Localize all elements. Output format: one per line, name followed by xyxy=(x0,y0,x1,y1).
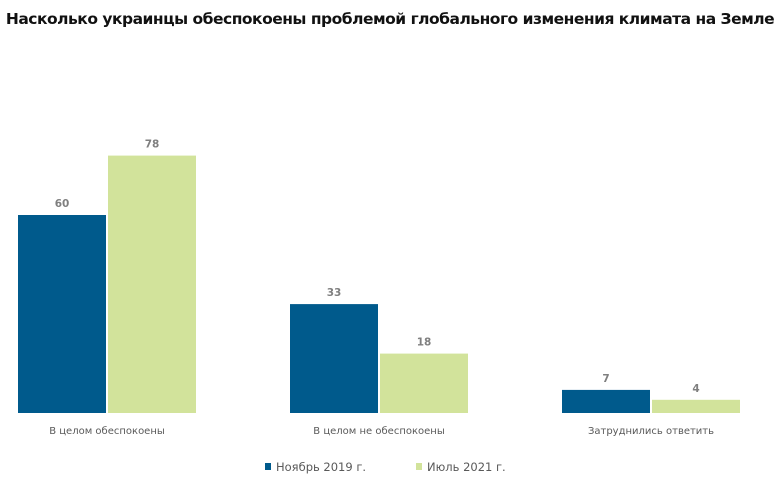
legend-swatch xyxy=(265,463,271,470)
category-label: Затруднились ответить xyxy=(588,426,714,437)
data-label: 78 xyxy=(145,139,160,151)
data-label: 4 xyxy=(692,383,699,395)
bar xyxy=(18,215,106,413)
data-label: 7 xyxy=(602,373,609,385)
legend-swatch xyxy=(416,463,422,470)
data-label: 60 xyxy=(55,198,70,210)
bar xyxy=(380,353,468,413)
data-label: 33 xyxy=(327,287,342,299)
bar xyxy=(108,155,196,413)
legend-label: Июль 2021 г. xyxy=(427,460,506,474)
bar xyxy=(562,389,650,413)
category-label: В целом не обеспокоены xyxy=(313,426,444,437)
chart-title: Насколько украинцы обеспокоены проблемой… xyxy=(5,10,775,28)
bar xyxy=(290,304,378,413)
legend-label: Ноябрь 2019 г. xyxy=(276,460,366,474)
bar xyxy=(652,399,740,413)
category-label: В целом обеспокоены xyxy=(49,426,165,437)
data-label: 18 xyxy=(417,337,432,349)
